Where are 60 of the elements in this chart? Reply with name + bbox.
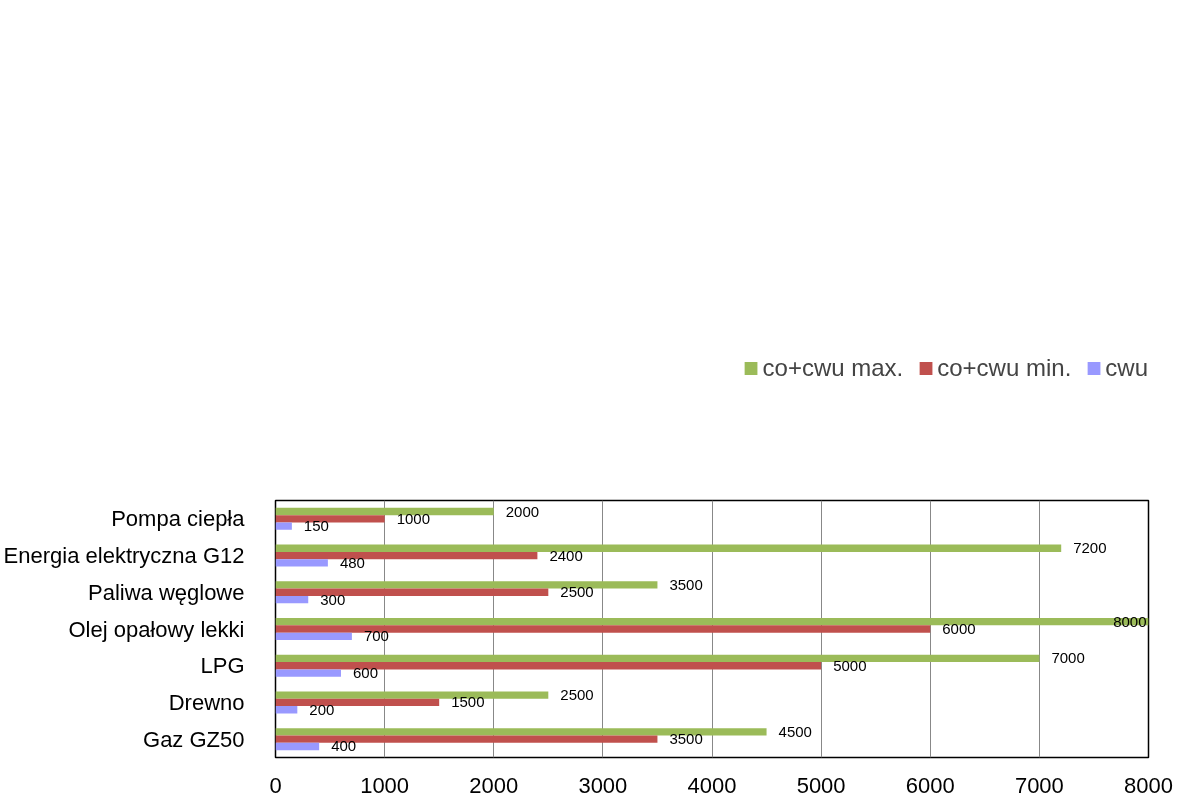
data-label: 5000 xyxy=(833,656,867,674)
x-tick-label: 7000 xyxy=(1014,772,1064,798)
data-label: 4500 xyxy=(778,722,812,740)
data-label: 2000 xyxy=(505,502,540,520)
bar xyxy=(275,551,538,560)
bar xyxy=(275,559,328,567)
bar xyxy=(275,632,352,641)
y-tick-label: Drewno xyxy=(168,689,245,715)
data-label: 700 xyxy=(363,627,389,645)
bar xyxy=(275,507,494,516)
data-label: 600 xyxy=(352,664,379,682)
y-tick-label: Olej opałowy lekki xyxy=(68,616,245,642)
bar xyxy=(275,735,658,743)
data-label: 3500 xyxy=(669,730,703,748)
bar xyxy=(275,595,309,604)
bar xyxy=(275,698,440,707)
bar xyxy=(275,691,549,699)
x-tick-label: 2000 xyxy=(469,772,519,798)
y-tick-label: Pompa ciepła xyxy=(111,506,246,532)
bar xyxy=(275,728,767,736)
bar xyxy=(275,588,549,596)
x-tick-label: 8000 xyxy=(1124,772,1173,798)
y-tick-label: Gaz GZ50 xyxy=(143,726,245,752)
x-tick-label: 6000 xyxy=(905,772,955,798)
data-label: 200 xyxy=(309,700,335,718)
bar xyxy=(275,617,1149,626)
x-tick-label: 1000 xyxy=(360,772,410,798)
bar xyxy=(275,706,298,714)
data-label: 400 xyxy=(331,737,357,755)
x-tick-label: 5000 xyxy=(796,772,846,798)
bar xyxy=(275,654,1040,663)
x-tick-label: 0 xyxy=(269,772,282,798)
data-label: 150 xyxy=(303,517,329,535)
data-label: 2500 xyxy=(560,686,594,704)
bar xyxy=(275,669,341,677)
data-label: 3500 xyxy=(669,575,703,593)
legend-label: co+cwu max. xyxy=(762,354,904,382)
data-label: 1000 xyxy=(396,509,430,527)
bar xyxy=(275,662,822,670)
data-label: 2500 xyxy=(560,583,594,601)
bar xyxy=(275,544,1062,552)
data-label: 300 xyxy=(320,590,346,608)
data-label: 480 xyxy=(339,553,365,571)
bar xyxy=(275,515,385,523)
bar xyxy=(275,742,320,751)
bar xyxy=(275,581,658,589)
legend-label: cwu xyxy=(1105,354,1148,382)
data-label: 7000 xyxy=(1051,649,1085,667)
data-label: 2400 xyxy=(549,546,583,564)
y-tick-label: Paliwa węglowe xyxy=(87,579,245,605)
data-label: 6000 xyxy=(942,620,976,637)
data-label: 7200 xyxy=(1073,539,1107,557)
y-tick-label: LPG xyxy=(200,653,245,679)
x-tick-label: 3000 xyxy=(578,772,628,798)
bar xyxy=(275,522,292,530)
data-label: 1500 xyxy=(451,693,485,711)
legend-label: co+cwu min. xyxy=(937,354,1072,382)
y-tick-label: Energia elektryczna G12 xyxy=(3,543,245,569)
x-tick-label: 4000 xyxy=(687,772,737,798)
bar xyxy=(275,625,931,633)
